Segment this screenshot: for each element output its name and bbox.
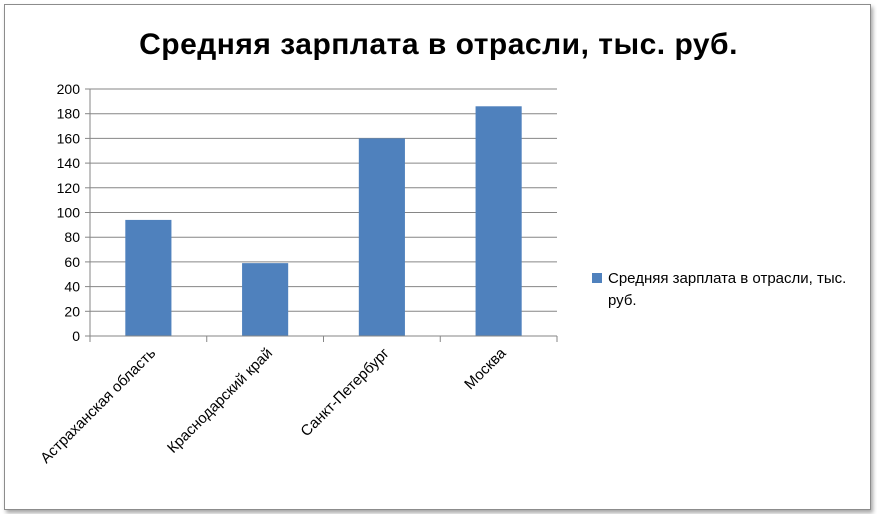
- x-category-label: Астраханская область: [37, 345, 159, 467]
- legend: Средняя зарплата в отрасли, тыс. руб.: [592, 268, 862, 312]
- y-tick-label: 200: [57, 81, 81, 97]
- legend-label: Средняя зарплата в отрасли, тыс. руб.: [608, 270, 847, 309]
- bar: [358, 138, 405, 336]
- x-category-label: Краснодарский край: [164, 345, 276, 457]
- x-category-label: Санкт-Петербург: [297, 344, 393, 440]
- x-category-label: Москва: [461, 344, 510, 393]
- y-tick-label: 180: [57, 106, 81, 122]
- y-tick-label: 60: [64, 254, 80, 270]
- legend-swatch: [592, 273, 602, 283]
- chart-title: Средняя зарплата в отрасли, тыс. руб.: [139, 28, 738, 61]
- bar: [242, 263, 289, 336]
- y-tick-label: 80: [64, 229, 80, 245]
- y-tick-label: 160: [57, 130, 81, 146]
- bar: [475, 106, 522, 336]
- y-tick-label: 20: [64, 303, 80, 319]
- y-tick-label: 100: [57, 205, 81, 221]
- y-tick-label: 0: [72, 328, 80, 344]
- y-tick-label: 140: [57, 155, 81, 171]
- y-tick-label: 40: [64, 279, 80, 295]
- bar: [125, 219, 172, 336]
- y-tick-label: 120: [57, 180, 81, 196]
